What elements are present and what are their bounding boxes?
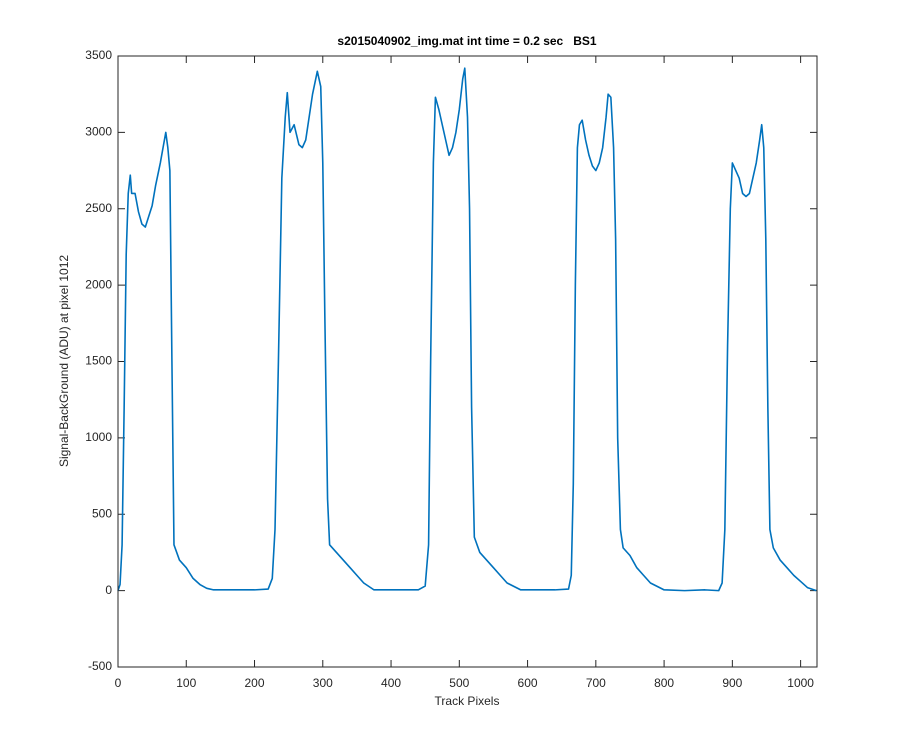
y-tick-label: 3500 <box>85 48 112 62</box>
x-tick-label: 1000 <box>787 676 814 690</box>
y-tick-label: 0 <box>105 583 112 597</box>
x-tick-label: 900 <box>722 676 742 690</box>
y-axis-label: Signal-BackGround (ADU) at pixel 1012 <box>57 255 71 467</box>
y-tick-label: 2000 <box>85 277 112 291</box>
x-tick-label: 300 <box>313 676 333 690</box>
x-tick-label: 100 <box>176 676 196 690</box>
x-tick-label: 600 <box>518 676 538 690</box>
y-tick-label: 1000 <box>85 430 112 444</box>
plot-frame <box>117 55 818 668</box>
y-tick-label: 2500 <box>85 201 112 215</box>
y-tick-label: 500 <box>92 506 112 520</box>
data-line <box>117 67 817 592</box>
x-tick-label: 500 <box>449 676 469 690</box>
x-tick-label: 400 <box>381 676 401 690</box>
x-tick-label: 200 <box>245 676 265 690</box>
x-tick-label: 800 <box>654 676 674 690</box>
chart-title: s2015040902_img.mat int time = 0.2 sec B… <box>337 34 596 48</box>
x-axis-label: Track Pixels <box>435 694 500 708</box>
y-tick-label: 1500 <box>85 354 112 368</box>
x-tick-label: 700 <box>586 676 606 690</box>
x-tick-label: 0 <box>115 676 122 690</box>
y-tick-label: 3000 <box>85 125 112 139</box>
y-tick-label: -500 <box>88 659 112 673</box>
